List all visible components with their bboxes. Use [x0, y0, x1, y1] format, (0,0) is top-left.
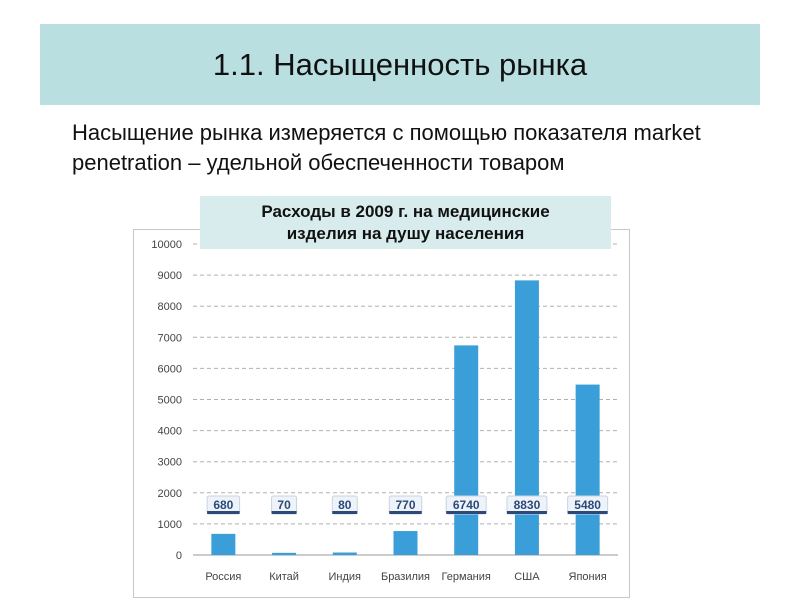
x-tick-label: Индия: [329, 571, 362, 583]
y-tick-label: 5000: [158, 395, 182, 407]
y-tick-label: 10000: [151, 239, 182, 251]
data-label: 770: [395, 498, 415, 512]
bar: [211, 533, 236, 555]
bar: [454, 345, 479, 555]
y-tick-label: 3000: [158, 457, 182, 469]
data-label-box-underline: [506, 511, 547, 514]
y-tick-label: 6000: [158, 363, 182, 375]
y-tick-label: 8000: [158, 301, 182, 313]
chart-title-box: Расходы в 2009 г. на медицинские изделия…: [200, 196, 611, 249]
data-label: 5480: [574, 498, 601, 512]
y-tick-label: 1000: [158, 519, 182, 531]
y-tick-label: 2000: [158, 488, 182, 500]
slide-body-text: Насыщение рынка измеряется с помощью пок…: [72, 120, 701, 175]
data-label-box-underline: [567, 511, 608, 514]
x-tick-label: Россия: [205, 571, 241, 583]
chart-title: Расходы в 2009 г. на медицинские изделия…: [261, 201, 550, 243]
data-label-box-underline: [207, 511, 240, 514]
x-tick-label: Германия: [442, 571, 491, 583]
x-tick-label: Япония: [569, 571, 607, 583]
y-tick-label: 0: [176, 550, 182, 562]
y-tick-label: 9000: [158, 270, 182, 282]
y-tick-label: 4000: [158, 426, 182, 438]
slide-title: 1.1. Насыщенность рынка: [212, 46, 588, 82]
data-label: 8830: [514, 498, 541, 512]
data-label-box-underline: [271, 511, 297, 514]
y-tick-label: 7000: [158, 332, 182, 344]
bar: [272, 552, 297, 555]
x-tick-label: Бразилия: [381, 571, 430, 583]
data-label: 80: [338, 498, 352, 512]
data-label: 680: [213, 498, 233, 512]
data-label: 70: [277, 498, 291, 512]
data-label: 6740: [453, 498, 480, 512]
slide-title-bar: 1.1. Насыщенность рынка: [40, 24, 760, 105]
data-label-box-underline: [389, 511, 422, 514]
bar: [393, 531, 418, 555]
data-label-box-underline: [332, 511, 358, 514]
x-tick-label: США: [514, 571, 540, 583]
bar: [332, 552, 357, 555]
bar: [575, 384, 600, 555]
x-tick-label: Китай: [269, 571, 299, 583]
data-label-box-underline: [446, 511, 487, 514]
